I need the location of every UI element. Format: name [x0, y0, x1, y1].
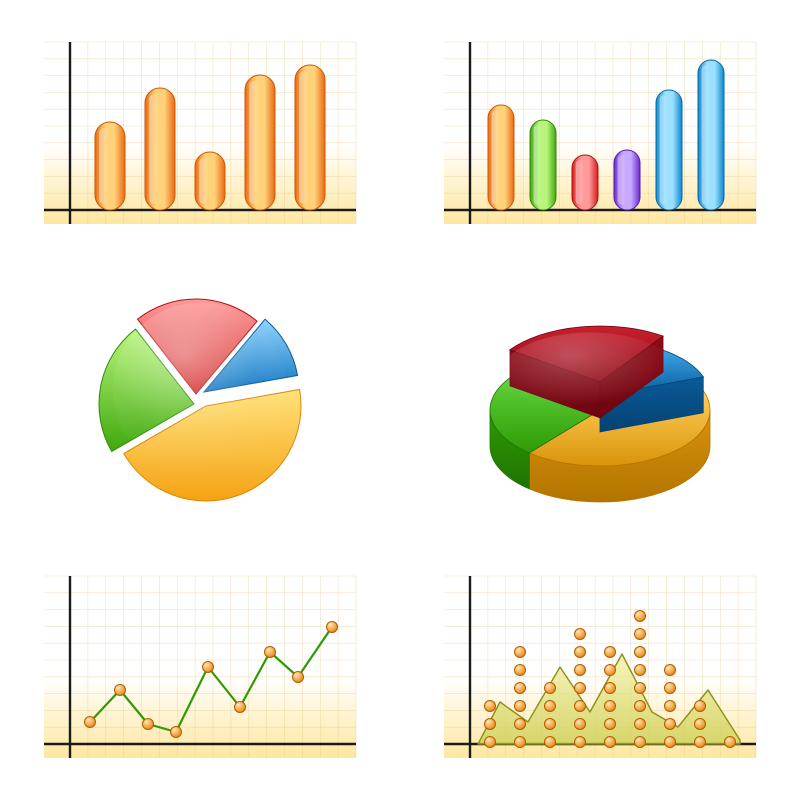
bar-chart-mono [40, 38, 360, 228]
dot-area-chart [440, 572, 760, 762]
cell-bar-multi [400, 0, 800, 267]
bar-chart-multi [440, 38, 760, 228]
cell-pie-2d [0, 267, 400, 534]
pie-chart-2d [30, 270, 370, 530]
line-chart [40, 572, 360, 762]
cell-pie-3d [400, 267, 800, 534]
pie-chart-3d [425, 270, 775, 530]
cell-line [0, 533, 400, 800]
cell-bar-mono [0, 0, 400, 267]
cell-dot-area [400, 533, 800, 800]
chart-icon-grid [0, 0, 800, 800]
